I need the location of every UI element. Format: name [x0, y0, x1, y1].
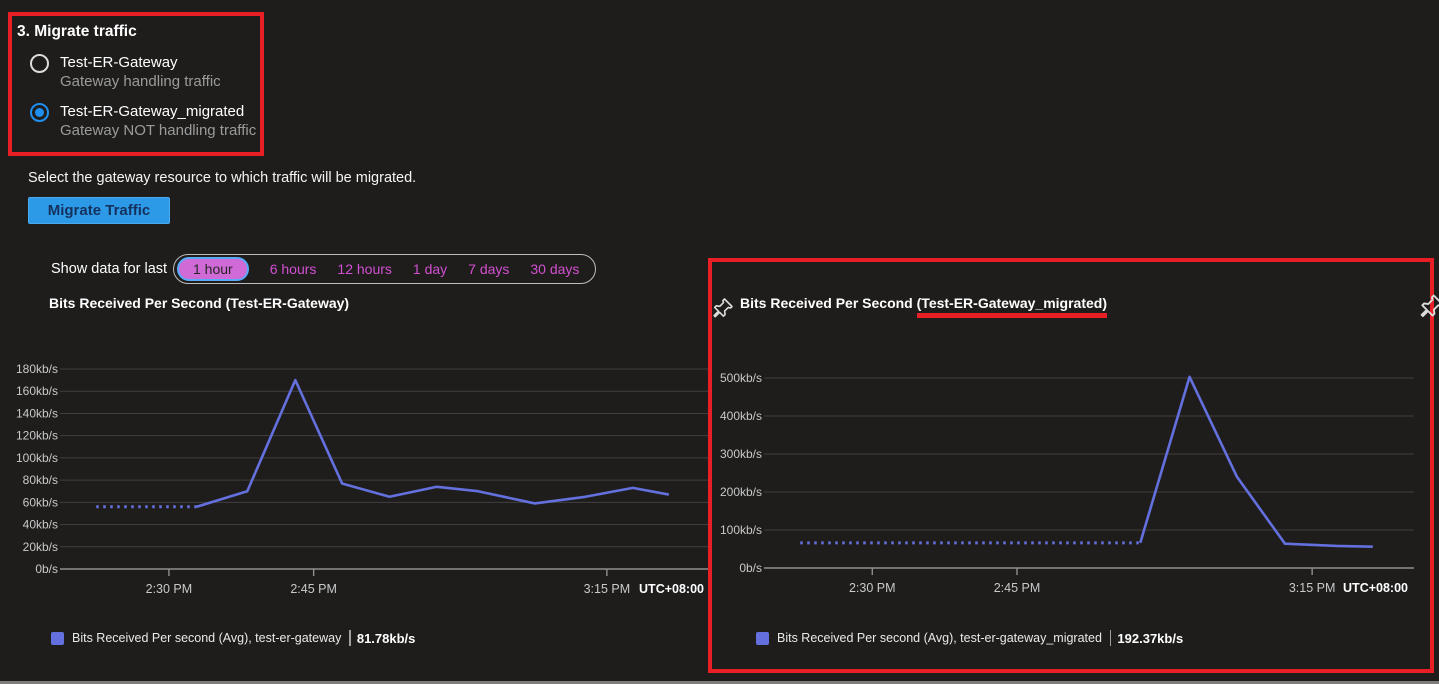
- chart-title-gateway-name-underlined: (Test-ER-Gateway_migrated): [916, 295, 1107, 318]
- legend-avg-value: 81.78kb/s: [356, 630, 416, 646]
- svg-text:2:45 PM: 2:45 PM: [290, 582, 337, 596]
- time-option-7-days[interactable]: 7 days: [468, 261, 510, 277]
- svg-text:120kb/s: 120kb/s: [16, 429, 58, 443]
- bits-received-chart-right: 500kb/s 400kb/s 300kb/s 200kb/s 100kb/s 0b/s 2…: [718, 358, 1418, 625]
- chart-legend-right[interactable]: Bits Received Per second (Avg), test-er-…: [756, 630, 1183, 646]
- radio-option-label: Test-ER-Gateway: [60, 54, 178, 71]
- legend-divider: [349, 630, 351, 646]
- legend-series-name: Bits Received Per second (Avg), test-er-…: [777, 631, 1102, 645]
- svg-text:UTC+08:00: UTC+08:00: [1343, 581, 1408, 595]
- chart-title-right: Bits Received Per Second (Test-ER-Gatewa…: [740, 295, 1107, 318]
- legend-series-name: Bits Received Per second (Avg), test-er-…: [72, 631, 342, 645]
- radio-option-label: Test-ER-Gateway_migrated: [60, 103, 245, 120]
- svg-text:2:30 PM: 2:30 PM: [146, 582, 193, 596]
- svg-text:2:45 PM: 2:45 PM: [994, 581, 1041, 595]
- radio-option-test-er-gateway[interactable]: Test-ER-Gateway Gateway handling traffic: [30, 53, 250, 92]
- svg-text:40kb/s: 40kb/s: [23, 518, 58, 532]
- radio-option-description: Gateway NOT handling traffic: [60, 122, 257, 139]
- show-data-for-last-label: Show data for last: [51, 261, 168, 277]
- line-chart-svg: 500kb/s 400kb/s 300kb/s 200kb/s 100kb/s 0b/s 2…: [720, 371, 1414, 595]
- pin-icon[interactable]: [711, 296, 735, 320]
- legend-avg-value: 192.37kb/s: [1117, 630, 1184, 646]
- svg-text:80kb/s: 80kb/s: [23, 473, 58, 487]
- svg-text:180kb/s: 180kb/s: [16, 362, 58, 376]
- time-option-12-hours[interactable]: 12 hours: [337, 261, 392, 277]
- time-range-selector: 1 hour 6 hours 12 hours 1 day 7 days 30 days: [173, 254, 597, 284]
- svg-text:300kb/s: 300kb/s: [720, 447, 762, 461]
- svg-text:100kb/s: 100kb/s: [16, 451, 58, 465]
- svg-text:3:15 PM: 3:15 PM: [1289, 581, 1336, 595]
- svg-text:160kb/s: 160kb/s: [16, 384, 58, 398]
- legend-color-swatch: [51, 631, 64, 645]
- svg-text:2:30 PM: 2:30 PM: [849, 581, 896, 595]
- chart-title-gateway-name: (Test-ER-Gateway): [225, 295, 350, 311]
- series-line-solid: [1139, 375, 1373, 549]
- series-line-solid: [196, 378, 670, 509]
- svg-text:500kb/s: 500kb/s: [720, 371, 762, 385]
- chart-title-prefix: Bits Received Per Second: [740, 295, 917, 311]
- migrate-instruction-text: Select the gateway resource to which tra…: [28, 170, 417, 186]
- chart-title-left: Bits Received Per Second (Test-ER-Gatewa…: [49, 295, 349, 311]
- time-option-30-days[interactable]: 30 days: [530, 261, 580, 277]
- time-option-6-hours[interactable]: 6 hours: [269, 261, 317, 277]
- chart-title-prefix: Bits Received Per Second: [49, 295, 226, 311]
- radio-option-description: Gateway handling traffic: [60, 73, 221, 90]
- legend-color-swatch: [756, 631, 769, 645]
- radio-unselected-icon[interactable]: [30, 54, 49, 73]
- screenshot-bottom-border: [0, 681, 1439, 684]
- svg-text:UTC+08:00: UTC+08:00: [639, 582, 704, 596]
- time-option-1-day[interactable]: 1 day: [412, 261, 448, 277]
- bits-received-chart-left: 180kb/s 160kb/s 140kb/s 120kb/s 100kb/s 80kb/…: [14, 349, 714, 616]
- time-option-1-hour[interactable]: 1 hour: [177, 257, 249, 281]
- legend-divider: [1109, 630, 1112, 646]
- svg-text:140kb/s: 140kb/s: [16, 406, 58, 420]
- pin-icon-clipped[interactable]: [1418, 292, 1439, 320]
- svg-text:0b/s: 0b/s: [35, 562, 58, 576]
- svg-text:200kb/s: 200kb/s: [720, 485, 762, 499]
- radio-option-test-er-gateway-migrated[interactable]: Test-ER-Gateway_migrated Gateway NOT han…: [30, 102, 270, 141]
- svg-text:3:15 PM: 3:15 PM: [584, 582, 631, 596]
- migrate-traffic-button[interactable]: Migrate Traffic: [28, 197, 170, 224]
- radio-selected-icon[interactable]: [30, 103, 49, 122]
- svg-text:20kb/s: 20kb/s: [23, 540, 58, 554]
- line-chart-svg: 180kb/s 160kb/s 140kb/s 120kb/s 100kb/s 80kb/…: [16, 362, 710, 596]
- svg-text:400kb/s: 400kb/s: [720, 409, 762, 423]
- svg-text:100kb/s: 100kb/s: [720, 523, 762, 537]
- svg-text:0b/s: 0b/s: [739, 561, 762, 575]
- chart-legend-left[interactable]: Bits Received Per second (Avg), test-er-…: [51, 630, 415, 646]
- step-heading: 3. Migrate traffic: [17, 23, 137, 40]
- svg-text:60kb/s: 60kb/s: [23, 495, 58, 509]
